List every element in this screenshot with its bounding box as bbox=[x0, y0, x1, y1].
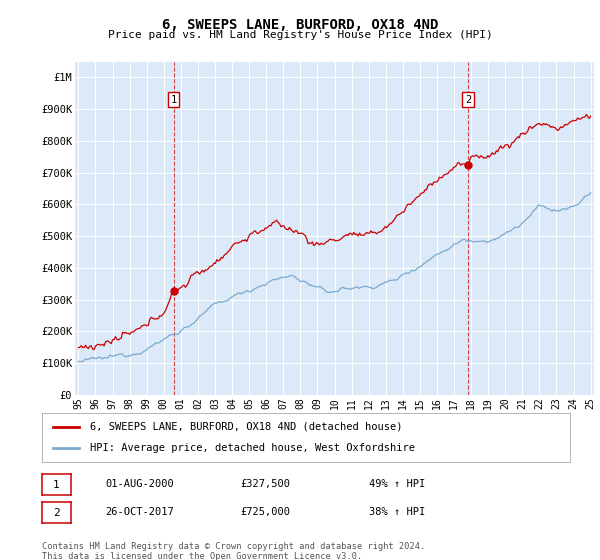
Text: Price paid vs. HM Land Registry's House Price Index (HPI): Price paid vs. HM Land Registry's House … bbox=[107, 30, 493, 40]
Text: 38% ↑ HPI: 38% ↑ HPI bbox=[369, 507, 425, 517]
Text: 49% ↑ HPI: 49% ↑ HPI bbox=[369, 479, 425, 489]
Text: £327,500: £327,500 bbox=[240, 479, 290, 489]
Text: 6, SWEEPS LANE, BURFORD, OX18 4ND: 6, SWEEPS LANE, BURFORD, OX18 4ND bbox=[162, 18, 438, 32]
Text: 01-AUG-2000: 01-AUG-2000 bbox=[105, 479, 174, 489]
Text: 2: 2 bbox=[465, 95, 471, 105]
Text: 26-OCT-2017: 26-OCT-2017 bbox=[105, 507, 174, 517]
Text: 2: 2 bbox=[53, 508, 60, 517]
Text: 1: 1 bbox=[53, 480, 60, 489]
Text: £725,000: £725,000 bbox=[240, 507, 290, 517]
Text: HPI: Average price, detached house, West Oxfordshire: HPI: Average price, detached house, West… bbox=[89, 443, 415, 453]
Text: 6, SWEEPS LANE, BURFORD, OX18 4ND (detached house): 6, SWEEPS LANE, BURFORD, OX18 4ND (detac… bbox=[89, 422, 402, 432]
Text: Contains HM Land Registry data © Crown copyright and database right 2024.
This d: Contains HM Land Registry data © Crown c… bbox=[42, 542, 425, 560]
Text: 1: 1 bbox=[170, 95, 177, 105]
